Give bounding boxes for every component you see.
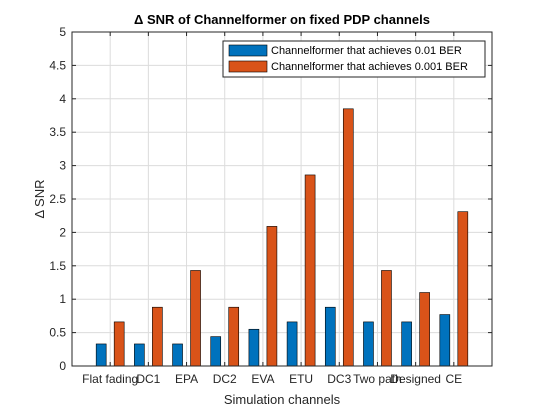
y-tick-label: 4.5 [49,58,66,72]
x-tick-label: DC2 [213,372,237,386]
x-tick-label: EPA [175,372,198,386]
y-tick-label: 1.5 [49,259,66,273]
bar-series-2 [152,306,163,367]
legend-swatch-series-2 [228,60,268,73]
y-tick-label: 0.5 [49,326,66,340]
legend-swatch-series-1 [228,44,268,57]
bar-series-1 [248,328,260,367]
x-tick-label: CE [445,372,462,386]
y-tick-label: 5 [59,25,66,39]
bar-series-2 [266,226,278,367]
legend: Channelformer that achieves 0.01 BER Cha… [222,40,486,78]
bar-series-1 [439,314,451,367]
x-tick-label: EVA [251,372,274,386]
y-tick-label: 3.5 [49,125,66,139]
y-tick-label: 4 [59,92,66,106]
bar-series-1 [286,321,298,367]
bar-series-2 [113,321,125,367]
chart-title: Δ SNR of Channelformer on fixed PDP chan… [134,12,430,27]
bar-series-1 [324,306,336,367]
bar-series-2 [228,306,240,367]
x-axis-title: Simulation channels [224,392,341,407]
bar-series-1 [363,321,374,367]
legend-label-series-1: Channelformer that achieves 0.01 BER [271,45,462,57]
bar-series-1 [95,343,107,367]
bar-series-2 [342,108,354,367]
x-tick-label: DC3 [327,372,351,386]
bar-series-1 [134,343,145,367]
x-tick-label: Flat fading [82,372,138,386]
bar-series-1 [172,343,183,367]
x-tick-label: DC1 [136,372,160,386]
bar-series-2 [190,270,201,367]
bar-series-2 [419,292,430,367]
y-tick-label: 2 [59,225,66,239]
y-tick-label: 0 [59,359,66,373]
bar-series-1 [401,321,412,367]
y-axis-ticks: 0 0.5 1 1.5 2 2.5 3 3.5 4 4.5 5 [49,25,492,373]
y-axis-title: Δ SNR [32,179,47,218]
bar-series-2 [457,211,469,367]
x-tick-label: ETU [289,372,313,386]
x-tick-label: Two path [353,372,402,386]
y-tick-label: 3 [59,159,66,173]
bar-series-2 [304,174,316,367]
bar-series-2 [381,270,392,367]
y-tick-label: 2.5 [49,192,66,206]
y-tick-label: 1 [59,292,66,306]
x-tick-label: Designed [390,372,441,386]
bar-series-1 [210,336,222,367]
bars [95,108,469,367]
legend-label-series-2: Channelformer that achieves 0.001 BER [271,61,468,73]
